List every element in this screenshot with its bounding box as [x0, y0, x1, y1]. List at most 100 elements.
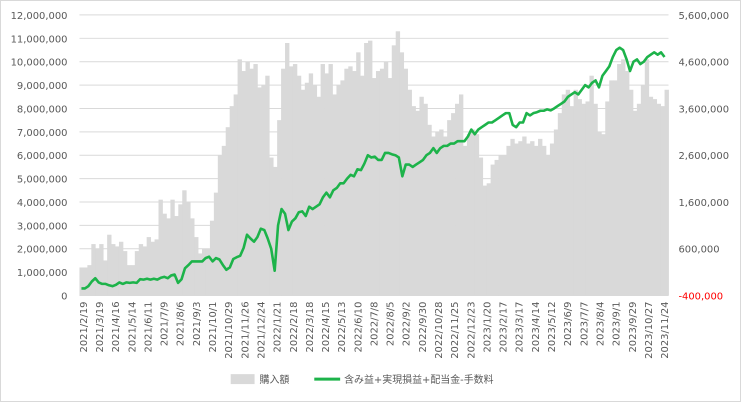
bar-series-purchase-amount	[79, 31, 669, 296]
bar	[336, 85, 341, 296]
x-axis: 2021/2/19 2021/3/19 2021/4/16 2021/5/14 2021…	[79, 301, 671, 358]
x-tick-label: 2021/5/14	[127, 302, 138, 353]
bar	[257, 87, 262, 296]
legend-bar-swatch	[230, 374, 255, 385]
bar	[482, 185, 488, 296]
bar	[162, 213, 167, 296]
bar	[269, 157, 274, 296]
bar	[79, 267, 84, 296]
x-tick-label: 2022/11/25	[450, 301, 461, 358]
bar	[107, 234, 112, 296]
bar	[597, 131, 602, 296]
bar	[613, 80, 618, 296]
bar	[130, 265, 136, 296]
bar	[466, 134, 472, 296]
bar	[186, 201, 191, 296]
right-tick-label: 600,000	[678, 245, 719, 256]
x-tick-label: 2021/6/11	[143, 302, 154, 353]
bar	[490, 164, 495, 296]
bar	[439, 129, 444, 296]
bar	[391, 45, 397, 296]
bar	[170, 199, 175, 296]
bar	[577, 99, 582, 296]
bar	[154, 239, 159, 296]
bar	[557, 113, 563, 296]
bar	[134, 251, 140, 296]
x-tick-label: 2021/2/19	[79, 301, 90, 352]
bar	[565, 89, 571, 296]
bar	[451, 113, 456, 296]
bar	[202, 248, 207, 296]
bar	[625, 71, 630, 296]
left-tick-label: 4,000,000	[17, 198, 68, 209]
bar	[609, 80, 614, 296]
left-tick-label: 9,000,000	[17, 81, 68, 92]
x-tick-label: 2022/9/2	[402, 301, 413, 346]
bar	[344, 68, 349, 296]
bar	[356, 52, 361, 296]
bar	[652, 99, 658, 296]
right-tick-label: 5,600,000	[678, 11, 729, 22]
bar	[628, 89, 634, 296]
x-tick-label: 2023/9/29	[628, 302, 639, 353]
bar	[573, 89, 578, 296]
bar	[534, 145, 539, 296]
bar	[455, 103, 460, 296]
bar	[281, 68, 286, 296]
bar	[273, 166, 278, 296]
x-tick-label: 2022/2/18	[289, 302, 300, 353]
bar	[142, 246, 148, 296]
x-tick-label: 2022/10/28	[434, 302, 445, 359]
x-tick-label: 2022/6/10	[353, 302, 364, 353]
bar	[526, 143, 531, 296]
bar	[431, 136, 436, 296]
legend-line-label: 含み益+実現損益+配当金-手数料	[344, 373, 493, 386]
legend-bar-label: 購入額	[260, 373, 290, 386]
bar	[320, 64, 325, 296]
bar	[111, 244, 116, 296]
x-tick-label: 2023/9/1	[612, 301, 623, 346]
bar	[462, 145, 468, 296]
bar	[348, 66, 353, 296]
left-tick-label: 7,000,000	[17, 128, 68, 139]
bar	[621, 59, 626, 296]
x-tick-label: 2021/10/29	[224, 301, 235, 358]
bar	[561, 94, 567, 296]
left-tick-label: 12,000,000	[11, 11, 68, 22]
bar	[601, 134, 606, 296]
left-tick-label: 6,000,000	[17, 151, 68, 162]
bar	[209, 220, 215, 296]
bar	[375, 71, 381, 296]
right-tick-label: 4,600,000	[678, 58, 729, 69]
bar	[237, 59, 242, 296]
bar	[514, 143, 519, 296]
bar	[115, 246, 120, 296]
bar	[91, 244, 96, 296]
bar	[443, 136, 448, 296]
bar	[423, 103, 428, 296]
left-tick-label: 1,000,000	[17, 268, 68, 279]
bar	[360, 75, 365, 296]
bar	[427, 124, 432, 296]
bar	[95, 248, 100, 296]
bar	[229, 106, 235, 296]
x-tick-label: 2023/8/4	[595, 301, 606, 346]
left-tick-label: 0	[61, 292, 67, 303]
left-tick-label: 10,000,000	[11, 58, 68, 69]
bar	[190, 218, 195, 296]
bar	[538, 138, 543, 296]
left-y-axis: 0 1,000,000 2,000,000 3,000,000 4,000,000 5,0…	[11, 11, 68, 303]
bar	[241, 71, 246, 296]
bar	[506, 145, 511, 296]
line-series-total-profit	[81, 46, 666, 290]
bar	[474, 134, 480, 296]
bar	[395, 31, 401, 296]
x-tick-label: 2022/1/21	[273, 302, 284, 353]
bar	[553, 129, 559, 296]
bar	[542, 145, 547, 296]
bar	[660, 106, 665, 296]
bar	[589, 75, 594, 296]
bar	[138, 244, 144, 296]
bar	[569, 106, 575, 296]
x-tick-label: 2022/7/8	[369, 301, 380, 346]
